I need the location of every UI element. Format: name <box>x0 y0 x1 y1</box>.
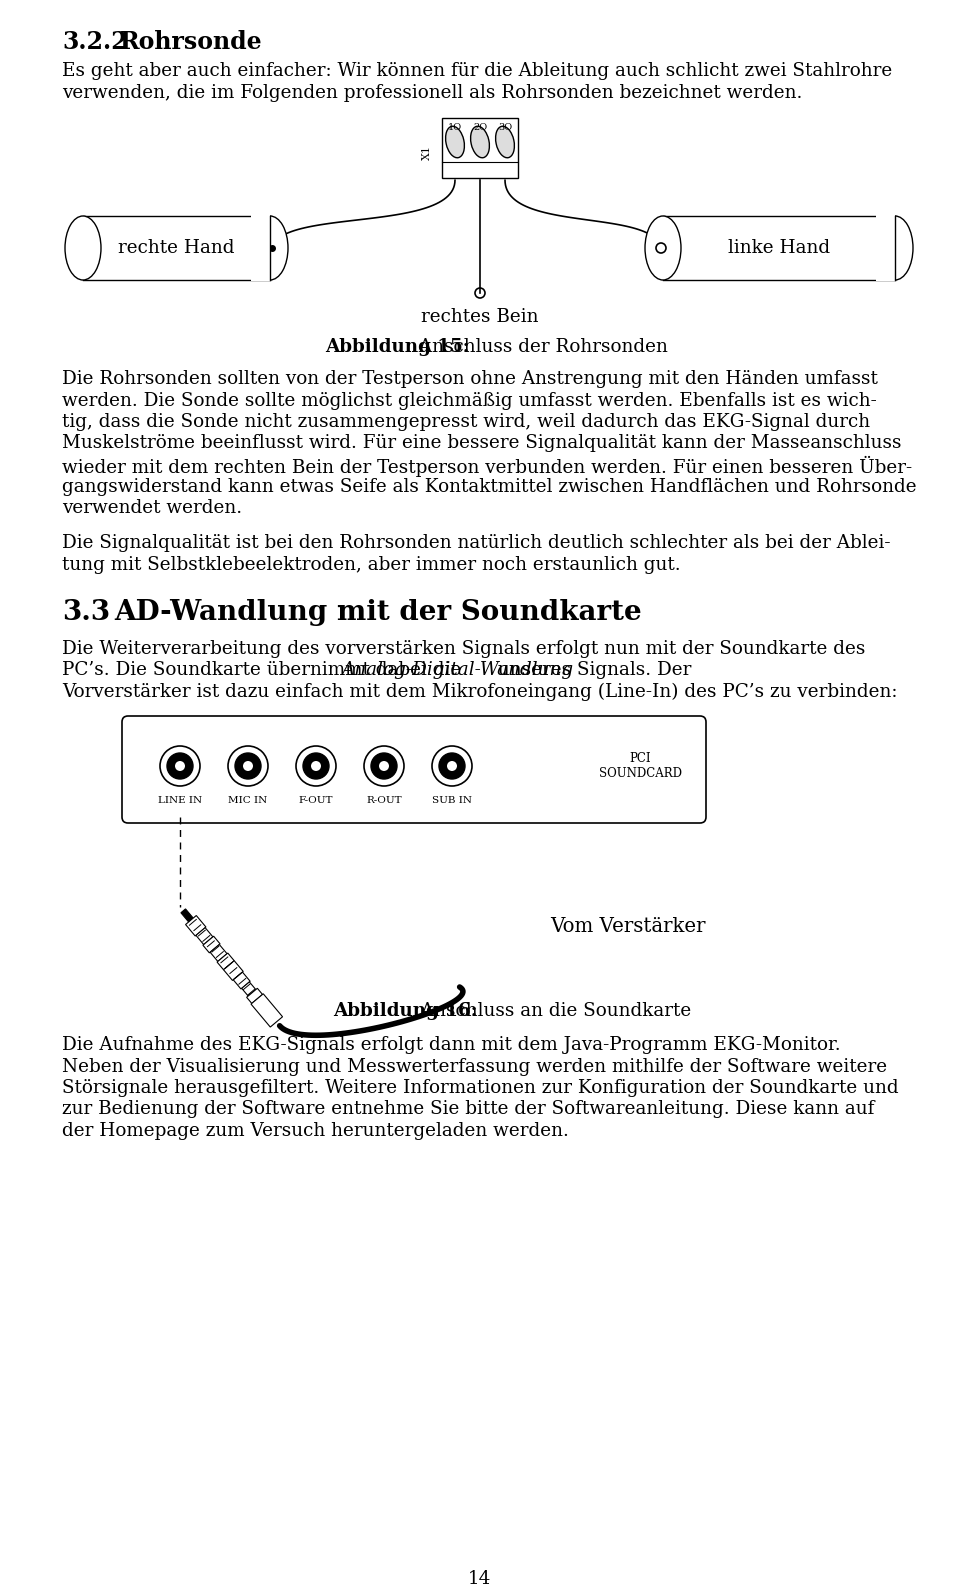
Text: tung mit Selbstklebeelektroden, aber immer noch erstaunlich gut.: tung mit Selbstklebeelektroden, aber imm… <box>62 555 681 575</box>
Bar <box>251 215 270 281</box>
Text: Die Rohrsonden sollten von der Testperson ohne Anstrengung mit den Händen umfass: Die Rohrsonden sollten von der Testperso… <box>62 370 877 388</box>
Circle shape <box>432 745 472 785</box>
Circle shape <box>175 761 185 771</box>
Bar <box>663 215 895 279</box>
Text: werden. Die Sonde sollte möglichst gleichmäßig umfasst werden. Ebenfalls ist es : werden. Die Sonde sollte möglichst gleic… <box>62 391 876 410</box>
Polygon shape <box>203 937 220 953</box>
Text: PCI
SOUNDCARD: PCI SOUNDCARD <box>598 752 682 780</box>
Circle shape <box>296 745 336 785</box>
Circle shape <box>243 761 253 771</box>
Text: zur Bedienung der Software entnehme Sie bitte der Softwareanleitung. Diese kann : zur Bedienung der Software entnehme Sie … <box>62 1101 875 1119</box>
Circle shape <box>371 753 397 779</box>
Polygon shape <box>196 927 213 945</box>
Text: Anschluss an die Soundkarte: Anschluss an die Soundkarte <box>415 1002 691 1020</box>
Text: verwendet werden.: verwendet werden. <box>62 500 242 517</box>
Text: tig, dass die Sonde nicht zusammengepresst wird, weil dadurch das EKG-Signal dur: tig, dass die Sonde nicht zusammengepres… <box>62 413 870 431</box>
Text: F-OUT: F-OUT <box>299 796 333 804</box>
Text: Anschluss der Rohrsonden: Anschluss der Rohrsonden <box>413 338 668 356</box>
Text: Abbildung 16:: Abbildung 16: <box>333 1002 477 1020</box>
Text: unseres Signals. Der: unseres Signals. Der <box>492 661 691 678</box>
Circle shape <box>439 753 465 779</box>
Bar <box>876 215 895 281</box>
Text: LINE IN: LINE IN <box>158 796 202 804</box>
Text: SUB IN: SUB IN <box>432 796 472 804</box>
Bar <box>83 215 270 279</box>
Polygon shape <box>251 994 282 1028</box>
Text: Störsignale herausgefiltert. Weitere Informationen zur Konfiguration der Soundka: Störsignale herausgefiltert. Weitere Inf… <box>62 1079 899 1096</box>
Text: rechtes Bein: rechtes Bein <box>421 308 539 326</box>
Text: der Homepage zum Versuch heruntergeladen werden.: der Homepage zum Versuch heruntergeladen… <box>62 1122 569 1140</box>
Text: gangswiderstand kann etwas Seife als Kontaktmittel zwischen Handflächen und Rohr: gangswiderstand kann etwas Seife als Kon… <box>62 477 917 495</box>
Ellipse shape <box>495 126 515 158</box>
Ellipse shape <box>645 215 681 279</box>
Text: X1: X1 <box>422 145 432 161</box>
Circle shape <box>228 745 268 785</box>
Text: Vorverstärker ist dazu einfach mit dem Mikrofoneingang (Line-In) des PC’s zu ver: Vorverstärker ist dazu einfach mit dem M… <box>62 683 898 701</box>
Polygon shape <box>217 953 234 970</box>
Text: linke Hand: linke Hand <box>728 239 830 257</box>
Polygon shape <box>210 945 227 961</box>
Text: Die Signalqualität ist bei den Rohrsonden natürlich deutlich schlechter als bei : Die Signalqualität ist bei den Rohrsonde… <box>62 535 891 552</box>
FancyBboxPatch shape <box>122 717 706 824</box>
Circle shape <box>311 761 321 771</box>
Text: rechte Hand: rechte Hand <box>118 239 234 257</box>
Circle shape <box>379 761 389 771</box>
Text: 2O: 2O <box>473 123 487 132</box>
Circle shape <box>235 753 261 779</box>
Text: 3.2.2: 3.2.2 <box>62 30 128 54</box>
Circle shape <box>447 761 457 771</box>
Text: Die Aufnahme des EKG-Signals erfolgt dann mit dem Java-Programm EKG-Monitor.: Die Aufnahme des EKG-Signals erfolgt dan… <box>62 1036 841 1053</box>
Text: AD-Wandlung mit der Soundkarte: AD-Wandlung mit der Soundkarte <box>114 600 641 627</box>
Text: Neben der Visualisierung und Messwerterfassung werden mithilfe der Software weit: Neben der Visualisierung und Messwerterf… <box>62 1058 887 1076</box>
Circle shape <box>167 753 193 779</box>
Text: wieder mit dem rechten Bein der Testperson verbunden werden. Für einen besseren : wieder mit dem rechten Bein der Testpers… <box>62 456 912 477</box>
Text: 3O: 3O <box>498 123 512 132</box>
Text: 1O: 1O <box>448 123 462 132</box>
Polygon shape <box>242 982 255 996</box>
Text: PC’s. Die Soundkarte übernimmt dabei die: PC’s. Die Soundkarte übernimmt dabei die <box>62 661 468 678</box>
Polygon shape <box>224 961 243 980</box>
Text: verwenden, die im Folgenden professionell als Rohrsonden bezeichnet werden.: verwenden, die im Folgenden professionel… <box>62 83 803 102</box>
Circle shape <box>364 745 404 785</box>
Text: Rohrsonde: Rohrsonde <box>120 30 263 54</box>
Polygon shape <box>180 908 193 922</box>
Text: Die Weiterverarbeitung des vorverstärken Signals erfolgt nun mit der Soundkarte : Die Weiterverarbeitung des vorverstärken… <box>62 640 865 658</box>
Polygon shape <box>247 988 262 1004</box>
Text: MIC IN: MIC IN <box>228 796 268 804</box>
Text: Muskelströme beeinflusst wird. Für eine bessere Signalqualität kann der Masseans: Muskelströme beeinflusst wird. Für eine … <box>62 434 901 453</box>
Ellipse shape <box>252 215 288 279</box>
Polygon shape <box>233 972 251 990</box>
Text: Analog-Digital-Wandlung: Analog-Digital-Wandlung <box>342 661 574 678</box>
Circle shape <box>303 753 329 779</box>
Bar <box>442 118 518 179</box>
Ellipse shape <box>470 126 490 158</box>
Text: Vom Verstärker: Vom Verstärker <box>550 918 706 935</box>
Polygon shape <box>185 916 206 935</box>
Text: 14: 14 <box>468 1570 492 1588</box>
Ellipse shape <box>65 215 101 279</box>
Circle shape <box>160 745 200 785</box>
Ellipse shape <box>877 215 913 279</box>
Ellipse shape <box>445 126 465 158</box>
Text: R-OUT: R-OUT <box>366 796 402 804</box>
Text: 3.3: 3.3 <box>62 600 110 627</box>
Text: Es geht aber auch einfacher: Wir können für die Ableitung auch schlicht zwei Sta: Es geht aber auch einfacher: Wir können … <box>62 62 892 80</box>
Text: Abbildung 15:: Abbildung 15: <box>325 338 469 356</box>
